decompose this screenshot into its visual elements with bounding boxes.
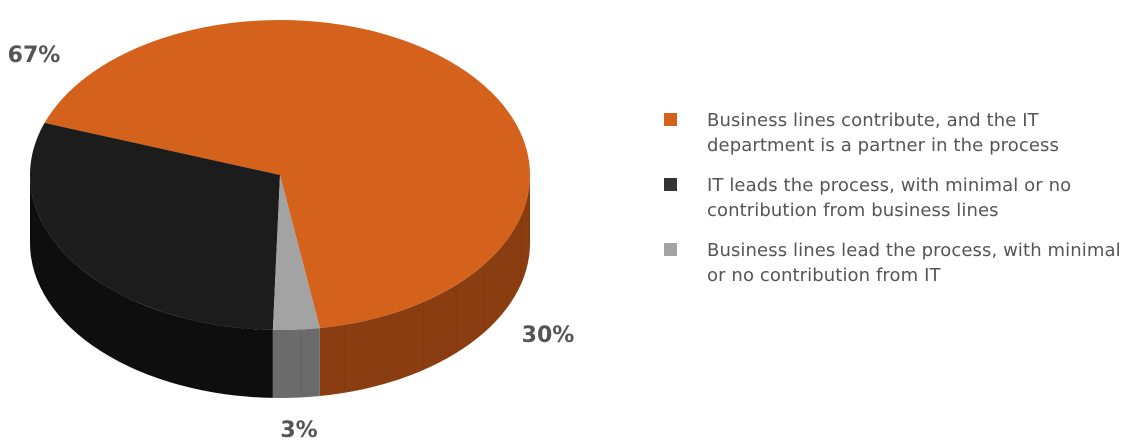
legend-swatch-gray	[664, 243, 677, 256]
legend-label: IT leads the process, with minimal or no…	[707, 175, 1072, 221]
pie-chart: 67% 30% 3%	[8, 20, 575, 443]
slice-it-leads	[29, 122, 280, 330]
data-label-3: 3%	[280, 418, 317, 443]
legend-item-business-leads: Business lines lead the process, with mi…	[664, 238, 1134, 288]
legend-label: Business lines contribute, and the IT de…	[707, 110, 1059, 156]
slice-business-leads	[272, 175, 320, 330]
chart-legend: Business lines contribute, and the IT de…	[664, 108, 1134, 303]
slice-business-leads-side	[272, 328, 320, 398]
legend-item-partner: Business lines contribute, and the IT de…	[664, 108, 1134, 158]
legend-swatch-orange	[664, 113, 677, 126]
slice-business-partner-side	[319, 175, 531, 397]
legend-item-it-leads: IT leads the process, with minimal or no…	[664, 173, 1134, 223]
slice-business-partner	[44, 20, 530, 329]
legend-label: Business lines lead the process, with mi…	[707, 240, 1121, 286]
legend-swatch-black	[664, 178, 677, 191]
slice-it-leads-side	[30, 175, 273, 398]
data-label-30: 30%	[522, 323, 575, 348]
data-label-67: 67%	[8, 43, 61, 68]
